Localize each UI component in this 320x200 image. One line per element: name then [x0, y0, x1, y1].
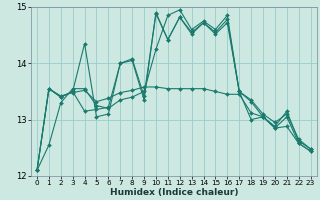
X-axis label: Humidex (Indice chaleur): Humidex (Indice chaleur) [109, 188, 238, 197]
